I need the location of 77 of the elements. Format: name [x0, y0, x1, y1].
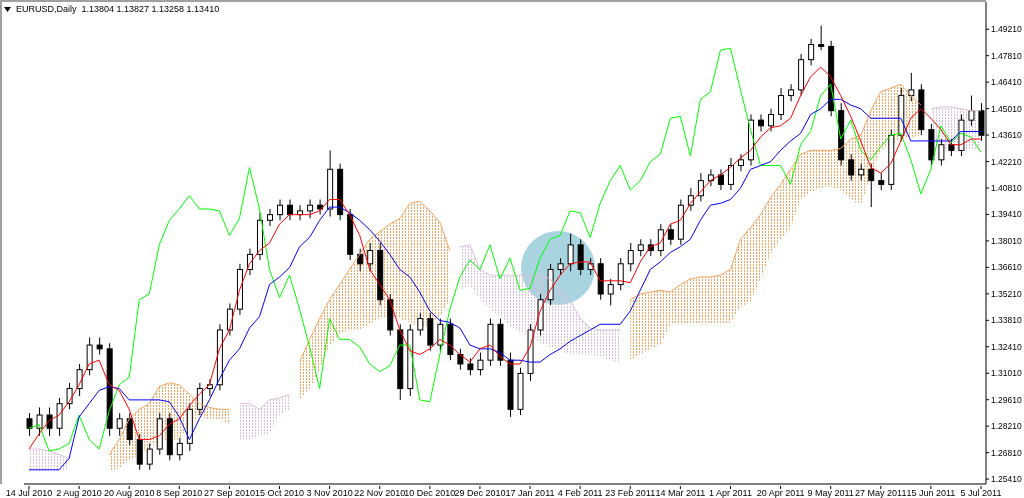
y-tick-label: 1.35210 [991, 288, 1022, 299]
x-tick-label: 14 Jul 2010 [5, 488, 53, 498]
candlestick [717, 168, 724, 191]
x-tick-label: 29 Dec 2010 [454, 488, 506, 498]
candlestick [607, 278, 614, 306]
y-tick-label: 1.32410 [991, 341, 1022, 352]
candlestick [737, 153, 744, 172]
candlestick [968, 95, 975, 127]
candlestick [457, 348, 464, 371]
candlestick [206, 378, 213, 397]
x-tick-label: 23 Feb 2011 [605, 488, 656, 498]
x-tick-label: 27 Sep 2010 [203, 488, 255, 498]
y-tick-label: 1.31010 [991, 368, 1022, 379]
y-tick-label: 1.42210 [991, 156, 1022, 167]
candlestick [627, 242, 634, 272]
candlestick [908, 72, 915, 102]
y-tick-label: 1.25410 [991, 474, 1022, 485]
candlestick [307, 199, 314, 219]
candlestick [727, 157, 734, 191]
candlestick [417, 312, 424, 337]
y-tick-label: 1.46410 [991, 77, 1022, 88]
candlestick [46, 406, 53, 437]
x-tick-label: 1 Apr 2011 [709, 488, 752, 498]
candlestick [818, 25, 825, 51]
candlestick [778, 87, 785, 121]
y-tick-label: 1.28210 [991, 421, 1022, 432]
candlestick [36, 406, 43, 437]
candlestick [267, 208, 273, 227]
candlestick [277, 199, 284, 221]
candlestick [287, 199, 294, 221]
y-tick-label: 1.36610 [991, 262, 1022, 273]
y-tick-label: 1.40810 [991, 183, 1022, 194]
y-tick-label: 1.33810 [991, 315, 1022, 326]
x-tick-label: 5 Jul 2011 [960, 488, 1002, 498]
y-tick-label: 1.45010 [991, 103, 1022, 114]
x-tick-label: 9 May 2011 [807, 488, 854, 498]
candlestick [176, 437, 183, 461]
candlestick [367, 242, 374, 272]
y-tick-label: 1.26810 [991, 447, 1022, 458]
x-tick-label: 15 Jun 2011 [906, 488, 956, 498]
candlestick [126, 412, 133, 446]
y-tick-label: 1.38010 [991, 235, 1022, 246]
candlestick [808, 38, 815, 66]
x-tick-label: 27 May 2011 [855, 488, 907, 498]
y-tick-label: 1.43610 [991, 130, 1022, 141]
candlestick [758, 113, 765, 132]
y-tick-label: 1.29610 [991, 394, 1022, 405]
x-tick-label: 2 Aug 2010 [56, 488, 102, 498]
x-tick-label: 14 Mar 2011 [655, 488, 706, 498]
x-tick-label: 15 Oct 2010 [255, 488, 305, 498]
y-tick-label: 1.49210 [991, 24, 1022, 35]
y-tick-label: 1.39410 [991, 209, 1022, 220]
candlestick [437, 318, 444, 352]
candlestick [26, 412, 33, 437]
chart-title: EURUSD,Daily 1.13804 1.13827 1.13258 1.13410 [16, 4, 220, 14]
candlestick [938, 138, 945, 166]
x-tick-label: 10 Dec 2010 [404, 488, 456, 498]
x-tick-label: 8 Sep 2010 [156, 488, 203, 498]
candlestick [567, 233, 574, 272]
candlestick [116, 412, 123, 437]
candlestick [477, 352, 484, 376]
candlestick [848, 153, 855, 182]
x-tick-label: 3 Nov 2010 [306, 488, 353, 498]
y-tick-label: 1.47810 [991, 50, 1022, 61]
candlestick [146, 442, 153, 471]
x-tick-label: 17 Jan 2011 [505, 488, 555, 498]
candlestick [657, 223, 664, 257]
candlestick [768, 108, 775, 132]
x-tick-label: 20 Apr 2011 [756, 488, 805, 498]
candlestick [707, 168, 714, 187]
x-tick-label: 4 Feb 2011 [557, 488, 603, 498]
candlestick [788, 83, 795, 102]
candlestick [868, 163, 875, 208]
candlestick [667, 223, 674, 246]
x-tick-label: 22 Nov 2010 [354, 488, 406, 498]
candlestick [617, 257, 624, 291]
x-tick-label: 20 Aug 2010 [103, 488, 155, 498]
